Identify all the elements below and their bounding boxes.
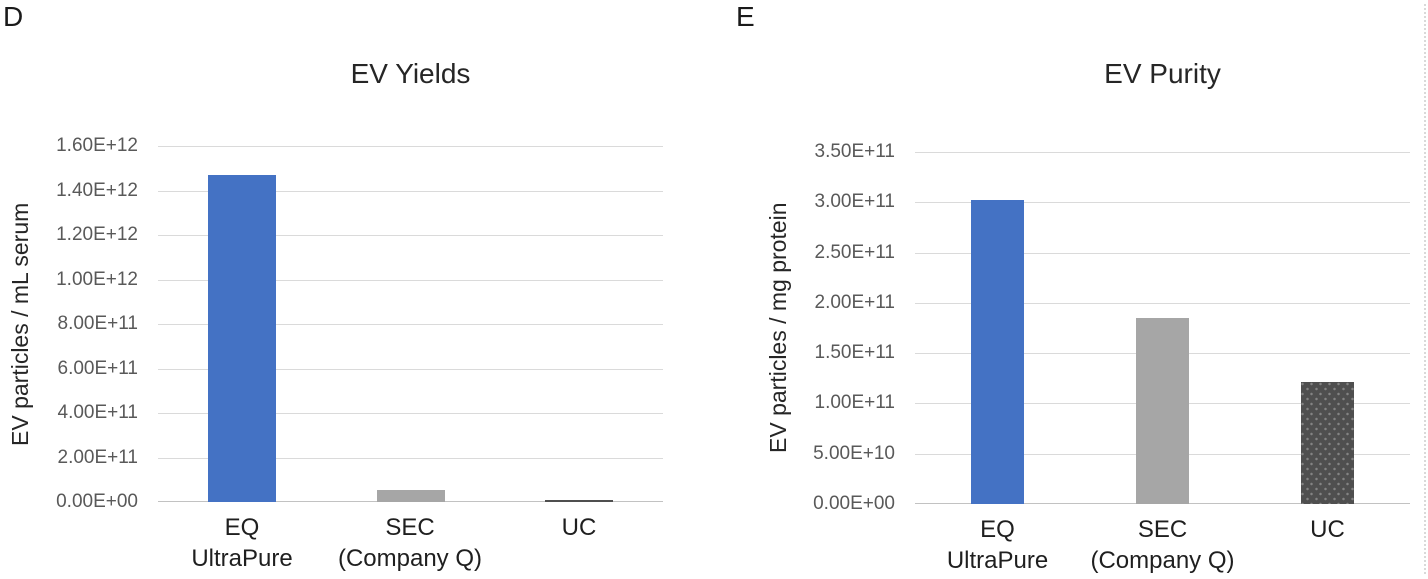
chart-title: EV Purity [1104, 58, 1221, 89]
y-tick-label: 1.00E+12 [56, 269, 138, 290]
y-tick-label: 3.50E+11 [814, 141, 895, 162]
bar-sec-company-q [1136, 318, 1189, 504]
y-gridline [158, 191, 663, 192]
y-tick-label: 1.50E+11 [814, 342, 895, 363]
y-gridline [158, 369, 663, 370]
x-category-label: UC [495, 512, 663, 543]
category-label-line: SEC [385, 514, 435, 541]
category-label-line: UC [561, 514, 597, 541]
x-category-label: UC [1245, 514, 1410, 545]
y-tick-label: 1.60E+12 [56, 135, 138, 156]
plot-area [158, 146, 663, 502]
y-gridline [158, 146, 663, 147]
bar-eq-ultrapure [208, 175, 276, 502]
category-label-line: SEC [1137, 516, 1188, 543]
y-tick-label: 6.00E+11 [57, 358, 138, 379]
y-tick-label: 1.40E+12 [56, 180, 138, 201]
y-gridline [915, 253, 1410, 254]
y-gridline [915, 152, 1410, 153]
y-gridline [915, 303, 1410, 304]
x-category-label: EQ UltraPure [915, 514, 1080, 576]
y-tick-label: 4.00E+11 [57, 402, 138, 423]
y-gridline [158, 235, 663, 236]
y-tick-label: 1.20E+12 [56, 224, 138, 245]
y-tick-label: 3.00E+11 [814, 191, 895, 212]
y-tick-label: 8.00E+11 [57, 313, 138, 334]
y-gridline [158, 324, 663, 325]
category-label-line: (Company Q) [1090, 547, 1235, 574]
y-tick-label: 1.00E+11 [814, 392, 895, 413]
x-category-label: SEC (Company Q) [1080, 514, 1245, 576]
chart-title: EV Yields [350, 58, 471, 89]
y-tick-label: 2.00E+11 [57, 447, 138, 468]
panel-ev-yields: D EV Yields EV particles / mL serum 0.00… [3, 1, 663, 574]
y-tick-label: 0.00E+00 [56, 491, 138, 512]
panel-corner-label: D [3, 1, 24, 32]
category-label-line: UltraPure [191, 545, 293, 572]
category-label-line: (Company Q) [337, 545, 483, 572]
bar-uc [1301, 382, 1354, 504]
category-label-line: EQ [224, 514, 260, 541]
y-gridline [158, 280, 663, 281]
x-category-label: SEC (Company Q) [326, 512, 494, 574]
bar-eq-ultrapure [971, 200, 1024, 504]
category-label-line: UltraPure [946, 547, 1049, 574]
bar-sec-company-q [377, 490, 445, 502]
category-label-line: EQ [980, 516, 1015, 543]
y-gridline [158, 413, 663, 414]
x-category-label: EQ UltraPure [158, 512, 326, 574]
panel-ev-purity: E EV Purity EV particles / mg protein 0.… [714, 0, 1428, 579]
category-label-line: UC [1310, 516, 1345, 543]
bar-uc [545, 500, 613, 502]
y-tick-label: 5.00E+10 [813, 443, 895, 464]
plot-area [915, 152, 1410, 504]
y-gridline [158, 458, 663, 459]
y-tick-label: 2.00E+11 [814, 292, 895, 313]
y-gridline [915, 202, 1410, 203]
y-tick-label: 2.50E+11 [814, 242, 895, 263]
figure-right-edge-line [1424, 4, 1426, 574]
y-tick-label: 0.00E+00 [813, 493, 895, 514]
panel-corner-label: E [736, 1, 755, 32]
